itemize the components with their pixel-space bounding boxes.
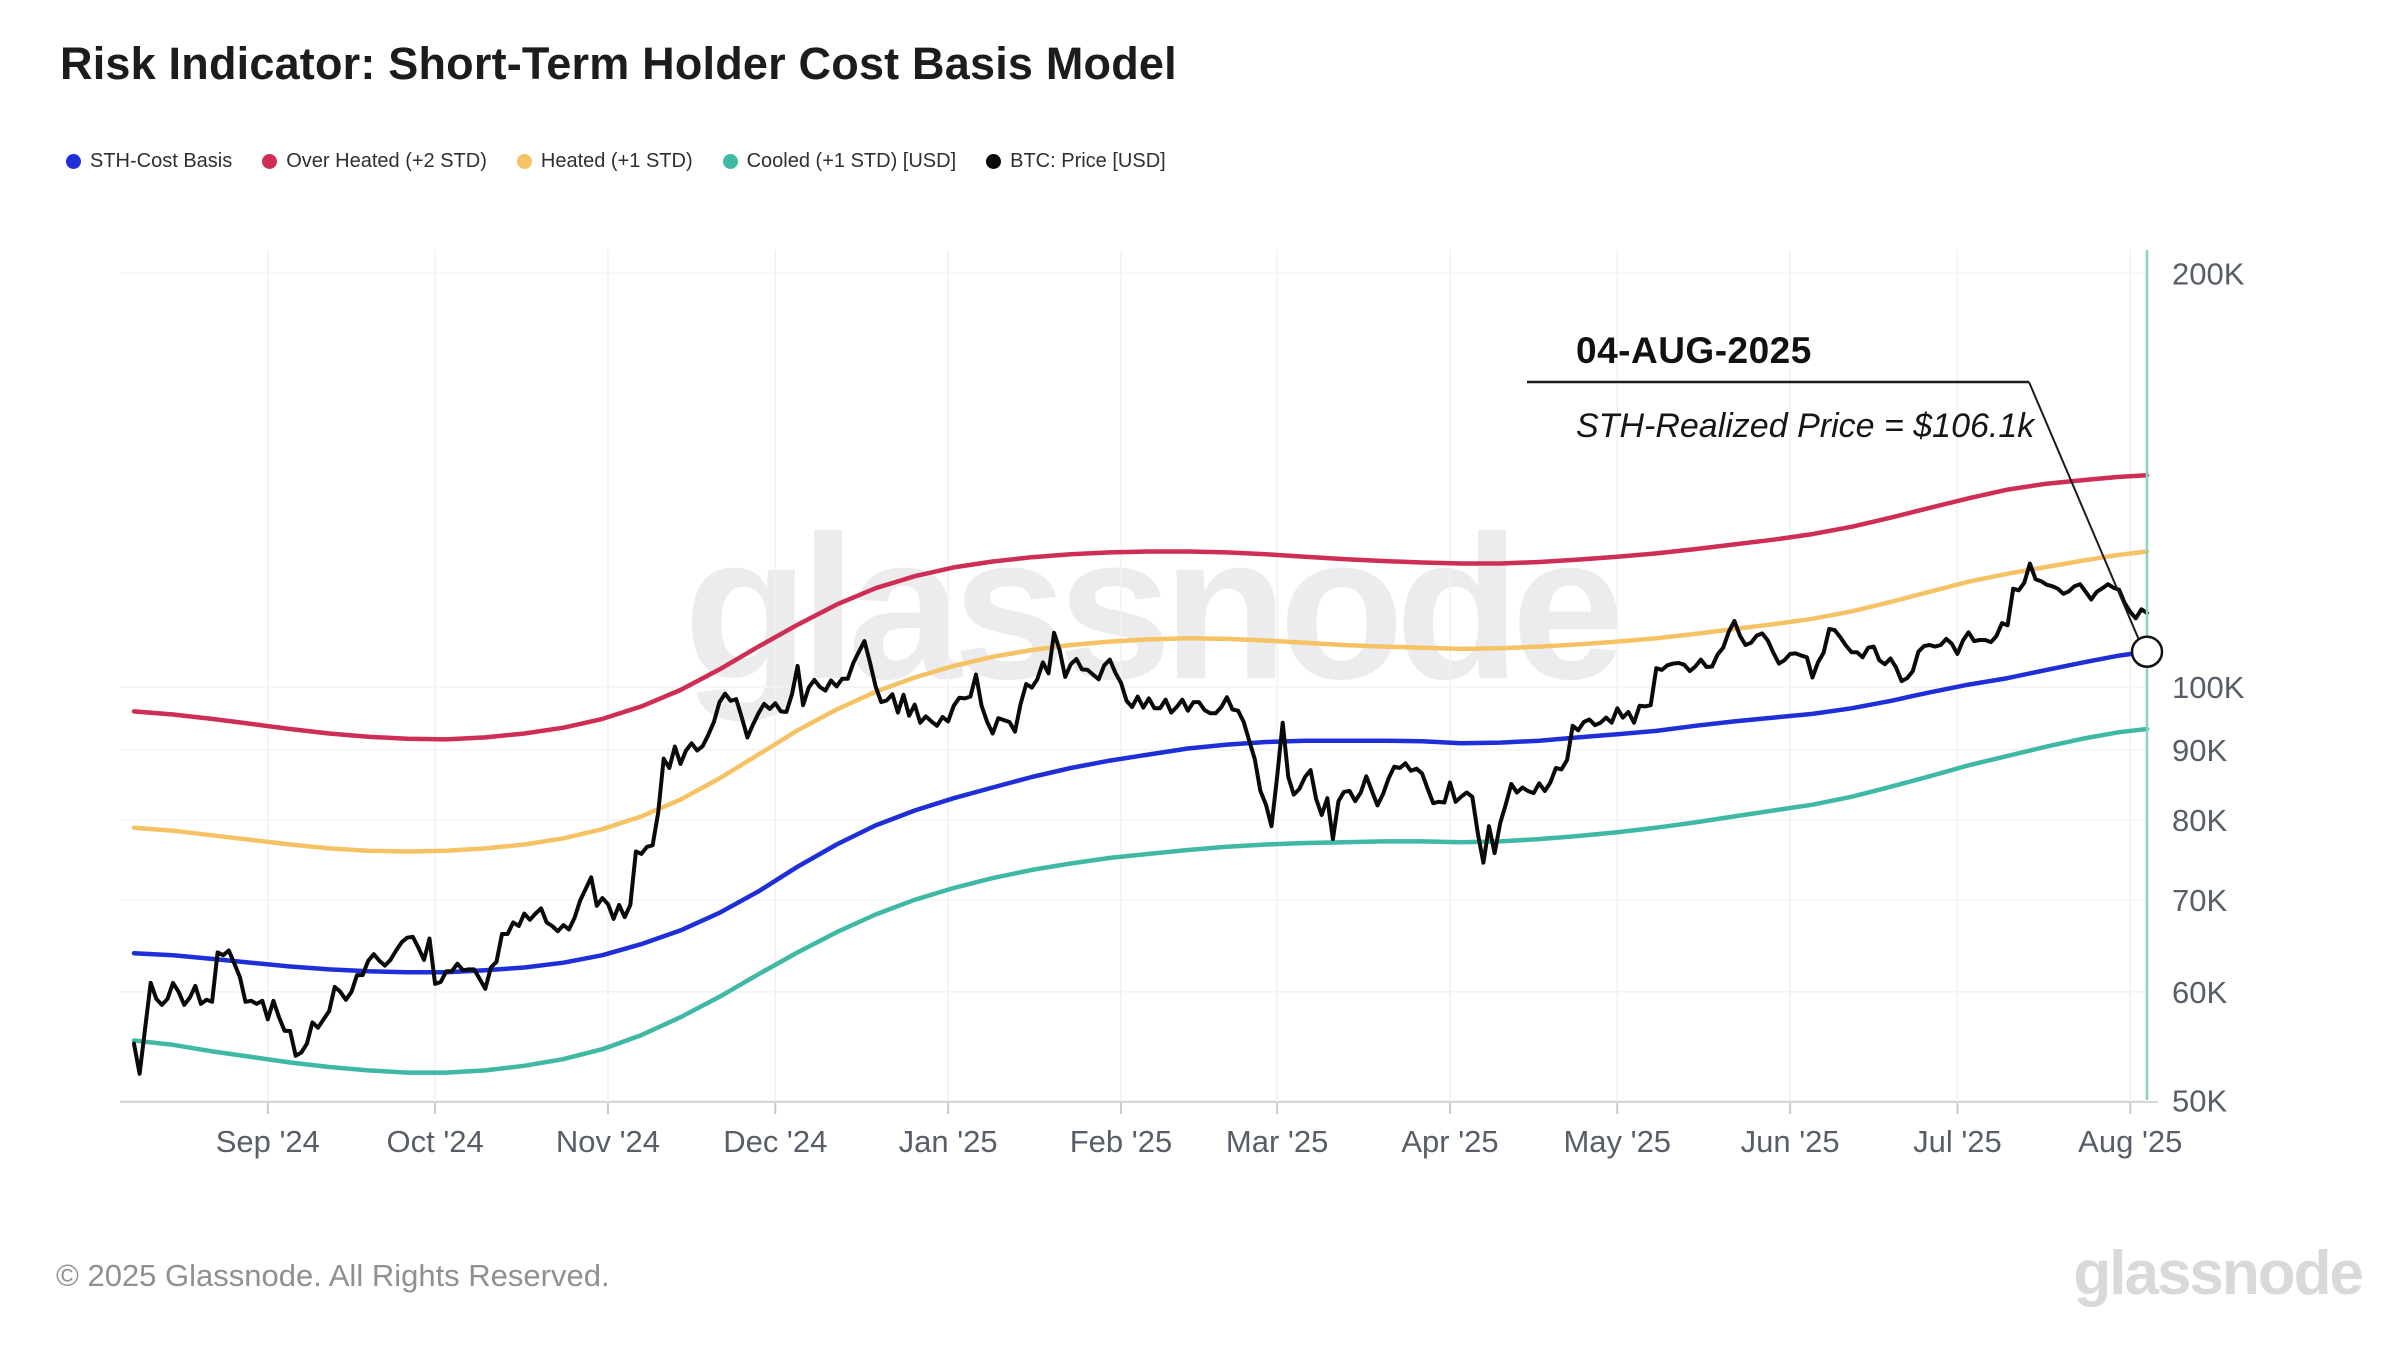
y-axis-tick-label: 90K [2172, 733, 2227, 768]
x-axis-tick-label: Feb '25 [1070, 1124, 1172, 1159]
watermark-text: glassnode [683, 493, 1626, 722]
y-axis-tick-label: 70K [2172, 883, 2227, 918]
x-axis-tick-label: Oct '24 [386, 1124, 483, 1159]
x-axis-tick-label: Apr '25 [1401, 1124, 1498, 1159]
y-axis-tick-label: 200K [2172, 256, 2245, 291]
series-layer [131, 472, 2150, 1076]
legend-label: BTC: Price [USD] [1010, 150, 1166, 172]
x-axis-tick-label: Jul '25 [1913, 1124, 2002, 1159]
marker-circle [2130, 635, 2164, 668]
legend-dot-icon [986, 154, 1002, 169]
legend-label: Over Heated (+2 STD) [286, 150, 487, 172]
legend-label: STH-Cost Basis [90, 150, 233, 172]
x-axis-tick-label: Mar '25 [1226, 1124, 1328, 1159]
legend-label: Heated (+1 STD) [540, 150, 693, 172]
annotation-leader-line [2028, 381, 2140, 641]
legend-item-btc-price-usd[interactable]: BTC: Price [USD] [986, 150, 1166, 173]
annotation-value-text: STH-Realized Price = $106.1k [1576, 407, 2036, 445]
grid-layer [120, 250, 2147, 1102]
y-axis-tick-label: 60K [2172, 975, 2227, 1010]
legend-item-sth-cost-basis[interactable]: STH-Cost Basis [66, 150, 232, 173]
x-axis-tick-label: Aug '25 [2078, 1124, 2182, 1159]
x-axis-tick-label: May '25 [1563, 1124, 1671, 1159]
series-line-cooled-1-std-usd [131, 726, 2150, 1075]
glassnode-logo: glassnode [2073, 1239, 2364, 1308]
page-title: Risk Indicator: Short-Term Holder Cost B… [60, 38, 1177, 89]
x-axis-tick-label: Jan '25 [899, 1124, 998, 1159]
axis-layer: 200K 100K 90K 80K 70K 60K 50K Sep '24 Oct '24 Nov… [120, 256, 2245, 1159]
legend-dot-icon [66, 154, 81, 169]
annotation-date: 04-AUG-2025 [1576, 330, 1812, 371]
x-axis-tick-label: Jun '25 [1741, 1124, 1840, 1159]
y-axis-tick-label: 80K [2172, 803, 2227, 838]
series-line-btc-price-usd [132, 561, 2149, 1076]
legend-dot-icon [262, 154, 278, 169]
series-line-over-heated-2-std [131, 472, 2150, 742]
legend-dot-icon [516, 154, 532, 169]
legend-label: Cooled (+1 STD) [USD] [746, 150, 957, 172]
x-axis-tick-label: Sep '24 [216, 1124, 320, 1159]
y-axis-tick-label: 100K [2172, 670, 2245, 705]
legend-dot-icon [722, 154, 738, 169]
x-axis-tick-label: Dec '24 [723, 1124, 827, 1159]
annotation-callout: 04-AUG-2025 STH-Realized Price = $106.1k [1527, 330, 2140, 641]
footer-copyright: © 2025 Glassnode. All Rights Reserved. [56, 1258, 610, 1293]
x-axis-tick-label: Nov '24 [556, 1124, 660, 1159]
legend-item-cooled-1-std-usd[interactable]: Cooled (+1 STD) [USD] [722, 150, 957, 173]
legend-item-over-heated-2-std[interactable]: Over Heated (+2 STD) [262, 150, 487, 173]
legend-item-heated-1-std[interactable]: Heated (+1 STD) [516, 150, 693, 173]
chart-legend: STH-Cost Basis Over Heated (+2 STD) Heated… [66, 150, 1166, 173]
series-line-heated-1-std [131, 549, 2150, 854]
y-axis-tick-label: 50K [2172, 1084, 2227, 1119]
